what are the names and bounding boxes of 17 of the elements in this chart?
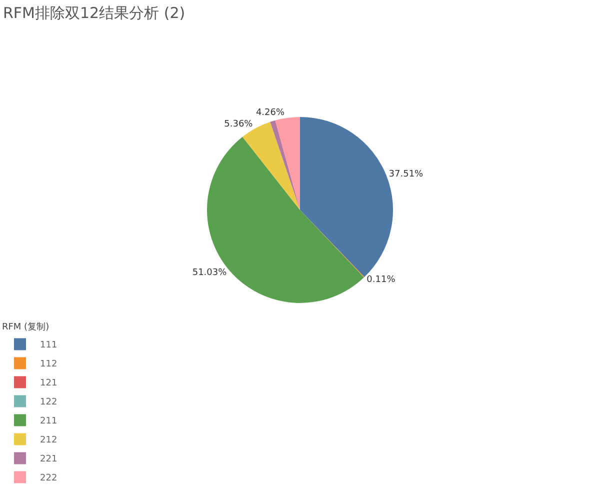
legend-title: RFM (复制)	[2, 322, 50, 333]
data-label: 37.51%	[388, 170, 424, 180]
data-label: 5.36%	[224, 119, 254, 130]
data-label: 0.11%	[366, 274, 396, 285]
legend-label: 111	[40, 340, 58, 351]
legend-label: 121	[40, 378, 58, 389]
pie-slice	[275, 116, 300, 210]
legend-label: 221	[40, 454, 58, 465]
data-label: 51.03%	[192, 268, 228, 278]
legend-label: 212	[40, 436, 58, 446]
legend-label: 122	[40, 398, 58, 408]
legend-label: 112	[40, 360, 58, 370]
pie-slice	[270, 120, 300, 210]
legend-label: 222	[40, 474, 58, 484]
chart-title: RFM排除双12结果分析 (2)	[3, 4, 186, 22]
data-label: 4.26%	[256, 108, 285, 118]
legend-label: 211	[40, 416, 58, 427]
